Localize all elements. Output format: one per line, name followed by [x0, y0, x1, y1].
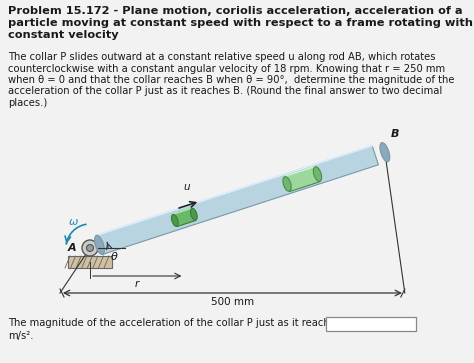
Text: r: r	[135, 279, 139, 289]
Text: A: A	[68, 243, 76, 253]
Text: 500 mm: 500 mm	[211, 297, 254, 307]
Text: acceleration of the collar P just as it reaches B. (Round the final answer to tw: acceleration of the collar P just as it …	[8, 86, 442, 97]
Text: places.): places.)	[8, 98, 47, 108]
Polygon shape	[173, 208, 196, 227]
Ellipse shape	[283, 177, 291, 191]
Text: constant velocity: constant velocity	[8, 30, 118, 40]
Text: ω: ω	[69, 217, 78, 227]
FancyBboxPatch shape	[326, 317, 416, 331]
Polygon shape	[284, 167, 320, 192]
Ellipse shape	[191, 208, 197, 220]
Ellipse shape	[313, 167, 322, 182]
Text: Problem 15.172 - Plane motion, coriolis acceleration, acceleration of a: Problem 15.172 - Plane motion, coriolis …	[8, 6, 463, 16]
Text: B: B	[391, 129, 399, 139]
Text: θ: θ	[111, 252, 118, 262]
Text: The magnitude of the acceleration of the collar P just as it reaches B is: The magnitude of the acceleration of the…	[8, 318, 363, 328]
Ellipse shape	[172, 215, 178, 227]
Text: The collar P slides outward at a constant relative speed u along rod AB, which r: The collar P slides outward at a constan…	[8, 52, 436, 62]
Text: u: u	[183, 182, 190, 192]
Text: particle moving at constant speed with respect to a frame rotating with: particle moving at constant speed with r…	[8, 18, 473, 28]
Polygon shape	[68, 256, 112, 268]
Polygon shape	[96, 146, 378, 254]
Ellipse shape	[380, 143, 390, 162]
Circle shape	[86, 245, 93, 252]
Text: m/s².: m/s².	[8, 331, 34, 341]
Text: when θ = 0 and that the collar reaches B when θ = 90°,  determine the magnitude : when θ = 0 and that the collar reaches B…	[8, 75, 455, 85]
Text: counterclockwise with a constant angular velocity of 18 rpm. Knowing that r = 25: counterclockwise with a constant angular…	[8, 64, 445, 73]
Ellipse shape	[95, 235, 104, 254]
Circle shape	[82, 240, 98, 256]
Text: P: P	[184, 213, 190, 223]
